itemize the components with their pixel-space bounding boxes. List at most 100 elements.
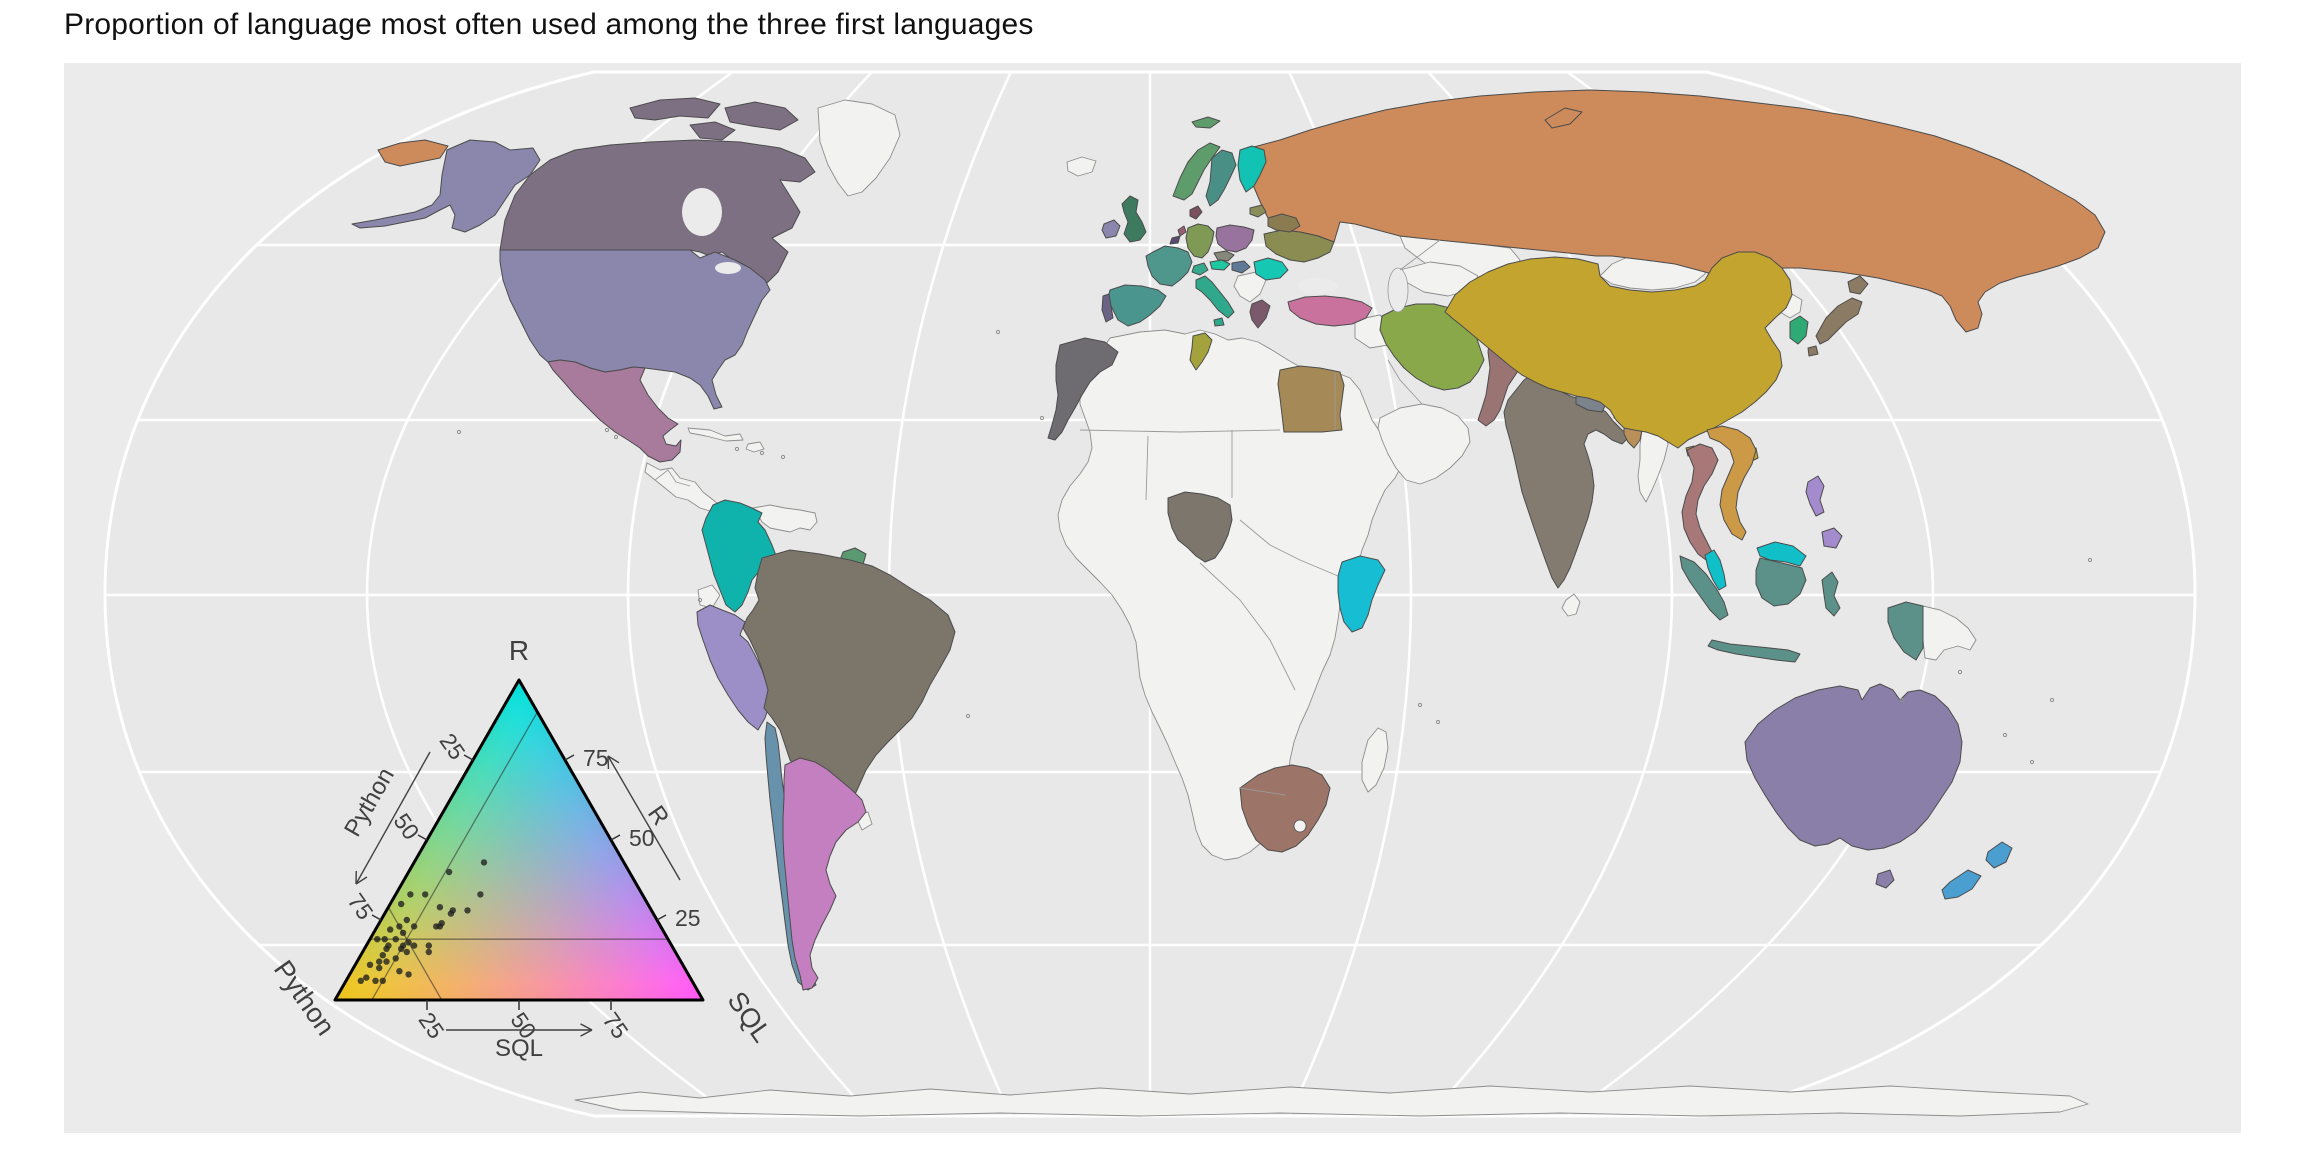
water-body xyxy=(715,262,741,274)
country-mexico xyxy=(547,359,682,463)
island-speck xyxy=(1039,415,1045,421)
legend-country-point xyxy=(438,920,445,927)
country-nigeria xyxy=(1167,491,1233,563)
island-speck xyxy=(1435,719,1441,725)
country-belgium xyxy=(1169,235,1181,245)
legend-country-point xyxy=(436,904,444,911)
map-decorations xyxy=(456,188,2093,833)
caspian-sea xyxy=(1387,267,1409,313)
legend-country-point xyxy=(381,936,388,943)
legend-country-point xyxy=(392,955,399,962)
legend-country-point xyxy=(387,926,394,933)
country-hungary xyxy=(1231,260,1251,274)
legend-country-point xyxy=(407,891,414,898)
country-japan xyxy=(1807,345,1819,357)
legend-axis-label: R xyxy=(509,635,529,666)
country-indonesia xyxy=(1707,639,1801,663)
legend-country-point xyxy=(405,971,412,978)
country-poland xyxy=(1215,224,1255,253)
country-iran xyxy=(1379,303,1485,391)
legend-country-point xyxy=(425,948,432,956)
country-lesotho xyxy=(1293,819,1307,833)
legend-country-point xyxy=(372,977,379,984)
country-newzealand xyxy=(1941,869,1982,900)
island-speck xyxy=(1417,702,1423,708)
country-argentina xyxy=(782,757,867,991)
legend-axis-arrow xyxy=(446,1023,593,1037)
legend-tick-label: 25 xyxy=(675,905,701,931)
country-uk xyxy=(1121,195,1147,243)
legend-axis-label: SQL xyxy=(495,1035,543,1062)
country-australia xyxy=(1744,683,1963,851)
legend-country-point xyxy=(379,977,386,984)
country-indonesia xyxy=(1887,601,1924,661)
water-body xyxy=(1298,278,1338,294)
country-philippines xyxy=(1805,475,1825,517)
legend-country-point xyxy=(422,891,429,898)
legend-country-point xyxy=(366,961,374,968)
country-belarus xyxy=(1267,213,1301,233)
legend-country-point xyxy=(379,952,386,959)
country-usa xyxy=(351,139,541,233)
country-vietnam xyxy=(1706,425,1757,541)
country-arabia xyxy=(1377,403,1471,485)
country-antarctica xyxy=(574,1085,2089,1117)
country-japan xyxy=(1815,297,1863,345)
legend-country-point xyxy=(445,868,453,876)
country-germany xyxy=(1185,223,1215,259)
legend-country-point xyxy=(363,974,370,981)
island-speck xyxy=(995,329,1001,335)
legend-country-point xyxy=(383,945,390,952)
legend-country-point xyxy=(403,916,410,924)
legend-country-point xyxy=(480,859,488,866)
island-speck xyxy=(613,434,619,440)
country-portugal xyxy=(1101,293,1114,323)
island-speck xyxy=(456,429,462,435)
country-usa xyxy=(499,249,771,410)
country-sweden xyxy=(1205,149,1237,207)
inner-border xyxy=(1387,359,1423,405)
legend-country-point xyxy=(398,945,405,952)
country-malaysia xyxy=(1704,549,1727,591)
legend-center-line xyxy=(371,711,538,1001)
legend-country-point xyxy=(410,923,418,930)
legend-country-point xyxy=(374,936,381,943)
country-southafrica xyxy=(1239,764,1331,853)
legend-country-point xyxy=(405,939,412,946)
island-speck xyxy=(604,427,610,433)
inner-border xyxy=(1239,519,1339,577)
inner-border xyxy=(1079,429,1281,433)
island-speck xyxy=(2029,759,2035,765)
legend-axis-arrow xyxy=(355,751,431,885)
inner-border xyxy=(654,469,691,487)
figure-title: Proportion of language most often used a… xyxy=(64,8,1034,41)
country-japan xyxy=(1847,275,1869,295)
country-romania xyxy=(1253,257,1289,281)
legend-country-point xyxy=(410,942,418,949)
island-speck xyxy=(1899,697,1905,703)
country-lithuania xyxy=(1249,204,1267,218)
country-southkorea xyxy=(1789,315,1809,345)
legend-country-point xyxy=(357,977,364,984)
inner-border xyxy=(1199,562,1296,691)
legend-country-point xyxy=(447,910,455,917)
island-speck xyxy=(697,597,703,603)
legend-country-point xyxy=(396,923,403,930)
country-china xyxy=(1444,251,1793,449)
country-italy xyxy=(1195,275,1235,319)
country-malaysia xyxy=(1756,541,1807,567)
country-spain xyxy=(1107,284,1167,327)
country-indonesia xyxy=(1821,571,1841,617)
country-greece xyxy=(1249,299,1271,329)
legend-country-point xyxy=(396,968,403,975)
country-italy xyxy=(1213,317,1225,327)
island-speck xyxy=(2002,732,2008,738)
legend-tick-label: 75 xyxy=(583,745,609,771)
country-philippines xyxy=(1821,527,1843,549)
country-greenland xyxy=(817,99,901,197)
legend-gradient xyxy=(335,680,703,1000)
country-ukraine xyxy=(1263,229,1335,263)
country-france xyxy=(1145,245,1193,287)
